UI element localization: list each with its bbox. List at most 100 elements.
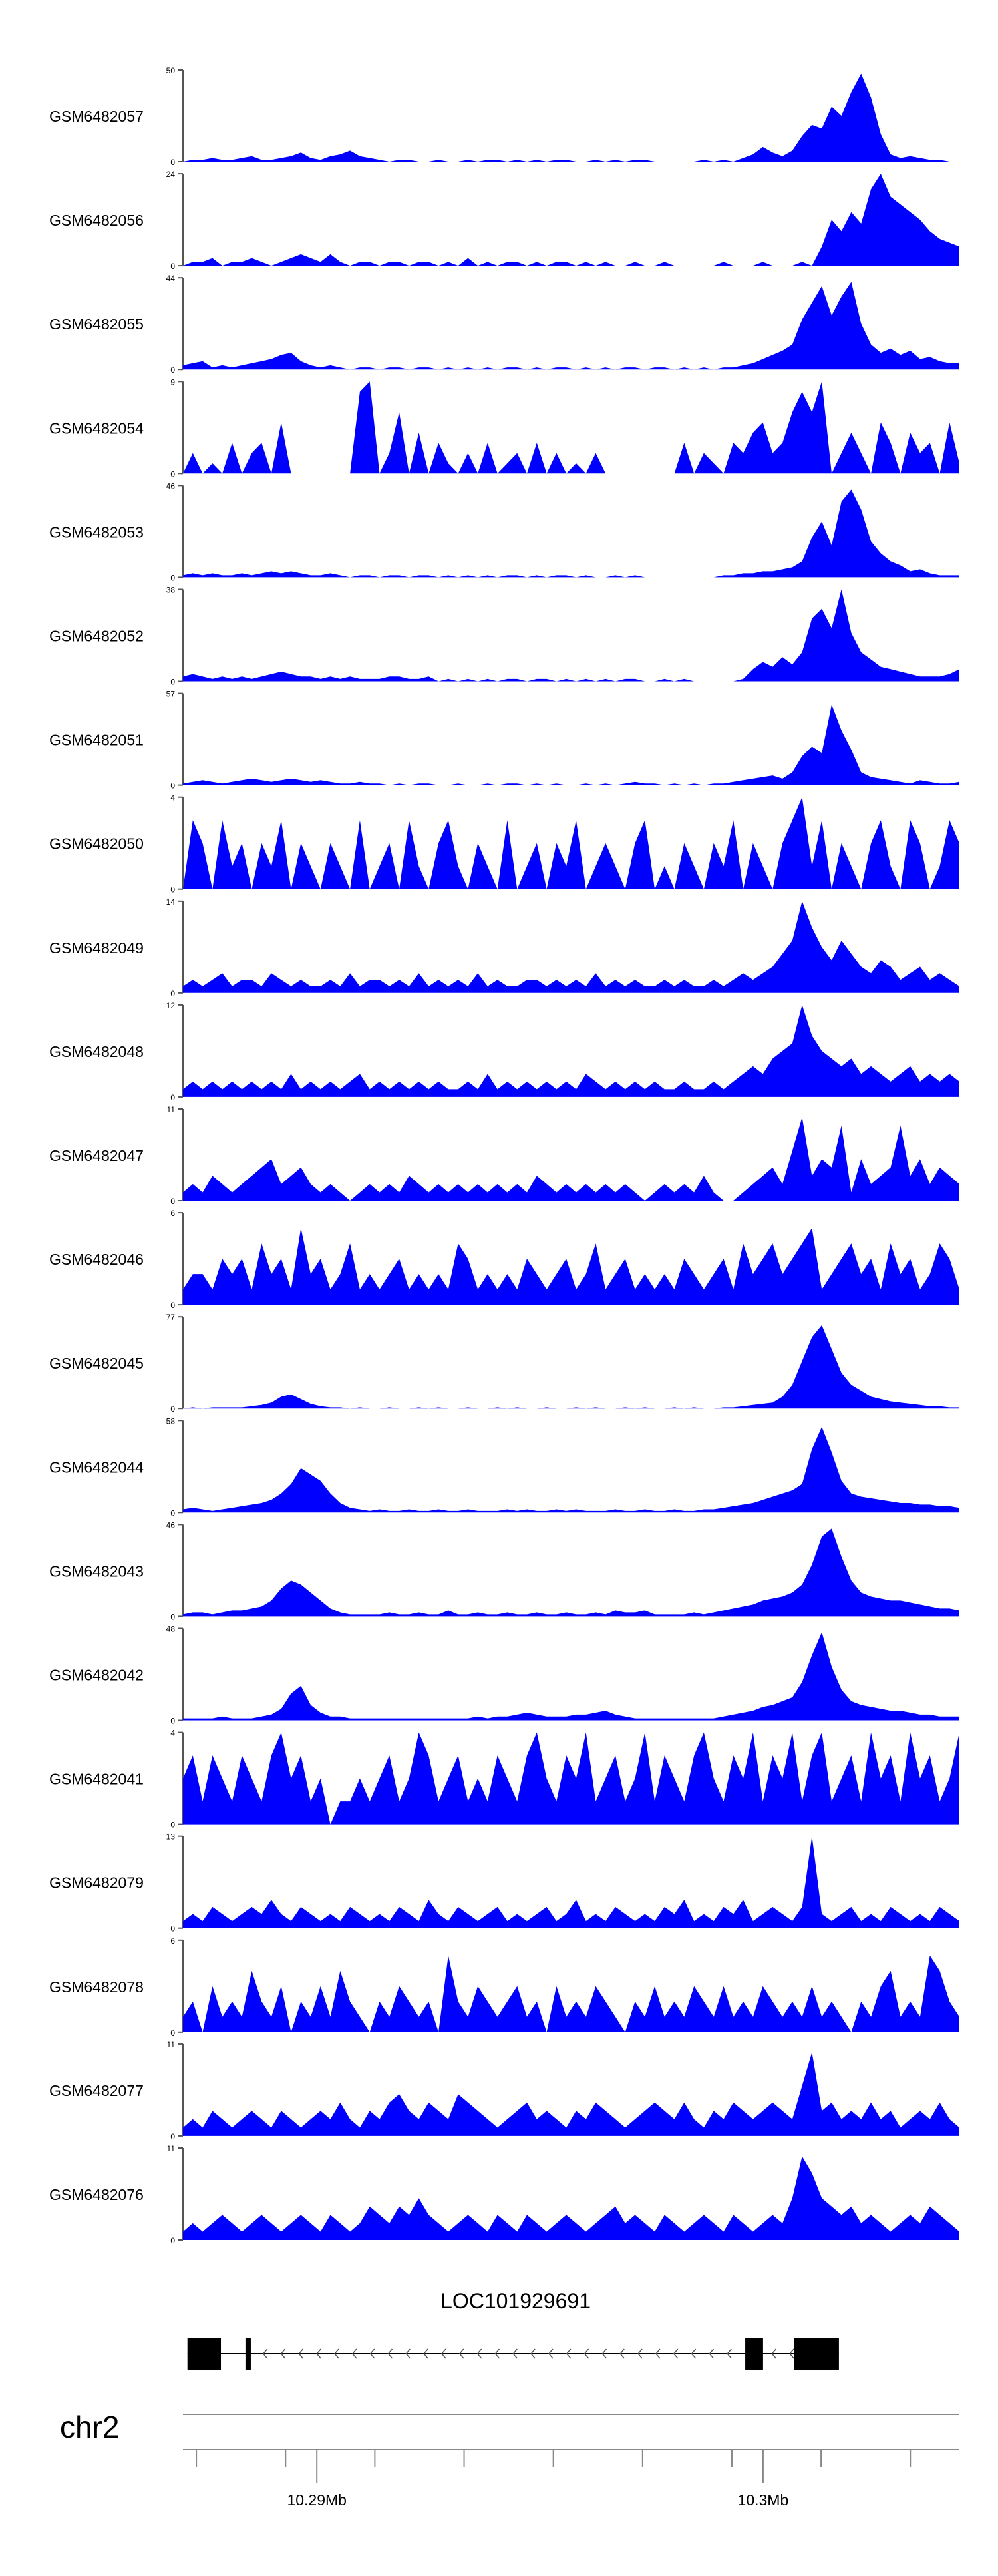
track-GSM6482078: GSM6482078 6 0 (49, 1936, 959, 2038)
y-max-label: 4 (170, 793, 175, 803)
strand-arrow (262, 2348, 268, 2359)
y-min-label: 0 (170, 678, 175, 687)
track-label: GSM6482056 (49, 212, 144, 229)
track-GSM6482053: GSM6482053 46 0 (49, 481, 959, 582)
track-GSM6482048: GSM6482048 12 0 (49, 1001, 959, 1102)
y-max-label: 13 (166, 1832, 176, 1842)
strand-arrow (476, 2348, 482, 2359)
track-GSM6482049: GSM6482049 14 0 (49, 897, 959, 998)
strand-arrow (280, 2348, 286, 2359)
y-min-label: 0 (170, 2236, 175, 2245)
strand-arrow (369, 2348, 375, 2359)
y-max-label: 46 (166, 481, 176, 491)
y-max-label: 77 (166, 1313, 176, 1322)
y-min-label: 0 (170, 469, 175, 479)
coverage-area (183, 381, 959, 474)
y-max-label: 50 (166, 66, 176, 75)
track-label: GSM6482076 (49, 2186, 144, 2203)
coverage-area (183, 1325, 959, 1409)
strand-arrow (316, 2348, 321, 2359)
track-GSM6482077: GSM6482077 11 0 (49, 2040, 959, 2141)
gene-name-label: LOC101929691 (440, 2289, 591, 2313)
y-min-label: 0 (170, 365, 175, 375)
track-label: GSM6482047 (49, 1147, 144, 1164)
coverage-area (183, 797, 959, 889)
strand-arrow (691, 2348, 697, 2359)
strand-arrow (601, 2348, 607, 2359)
track-GSM6482045: GSM6482045 77 0 (49, 1313, 959, 1414)
strand-arrow (423, 2348, 428, 2359)
coverage-area (183, 1426, 959, 1513)
strand-arrow (458, 2348, 464, 2359)
track-label: GSM6482054 (49, 419, 144, 437)
y-min-label: 0 (170, 1924, 175, 1934)
strand-arrow (655, 2348, 661, 2359)
y-max-label: 9 (170, 377, 175, 387)
y-min-label: 0 (170, 1197, 175, 1206)
y-max-label: 58 (166, 1416, 176, 1426)
coverage-area (183, 174, 959, 266)
track-label: GSM6482044 (49, 1458, 144, 1476)
track-GSM6482079: GSM6482079 13 0 (49, 1832, 959, 1934)
y-min-label: 0 (170, 2132, 175, 2141)
track-GSM6482055: GSM6482055 44 0 (49, 274, 959, 375)
genome-axis: chr2 10.29Mb 10.3Mb (60, 2410, 959, 2509)
y-min-label: 0 (170, 989, 175, 998)
track-label: GSM6482078 (49, 1978, 144, 1996)
track-GSM6482054: GSM6482054 9 0 (49, 377, 959, 479)
y-max-label: 11 (167, 2040, 176, 2049)
y-min-label: 0 (170, 1301, 175, 1310)
track-label: GSM6482042 (49, 1667, 144, 1684)
track-GSM6482052: GSM6482052 38 0 (49, 586, 959, 687)
coverage-area (183, 704, 959, 785)
track-label: GSM6482045 (49, 1355, 144, 1372)
strand-arrow (566, 2348, 572, 2359)
coverage-area (183, 1955, 959, 2032)
y-max-label: 46 (166, 1520, 176, 1530)
coverage-area (183, 1732, 959, 1825)
coverage-area (183, 1004, 959, 1097)
track-label: GSM6482052 (49, 628, 144, 645)
coverage-area (183, 73, 959, 162)
strand-arrow (727, 2348, 732, 2359)
strand-arrow (494, 2348, 500, 2359)
coverage-area (183, 489, 959, 578)
track-label: GSM6482043 (49, 1562, 144, 1580)
strand-arrow (619, 2348, 625, 2359)
y-min-label: 0 (170, 781, 175, 791)
y-min-label: 0 (170, 1404, 175, 1414)
strand-arrow (583, 2348, 589, 2359)
axis-tick-label: 10.3Mb (738, 2491, 789, 2509)
y-max-label: 57 (166, 690, 176, 699)
track-label: GSM6482053 (49, 523, 144, 540)
coverage-area (183, 901, 959, 993)
y-min-label: 0 (170, 262, 175, 271)
track-GSM6482057: GSM6482057 50 0 (49, 66, 959, 167)
exon-block (794, 2338, 839, 2370)
y-max-label: 48 (166, 1625, 176, 1634)
strand-arrow (387, 2348, 393, 2359)
track-GSM6482047: GSM6482047 11 0 (49, 1105, 959, 1206)
track-label: GSM6482050 (49, 835, 144, 853)
track-label: GSM6482079 (49, 1874, 144, 1892)
y-min-label: 0 (170, 1717, 175, 1726)
y-min-label: 0 (170, 1612, 175, 1621)
strand-arrow (405, 2348, 411, 2359)
track-GSM6482046: GSM6482046 6 0 (49, 1209, 959, 1310)
track-label: GSM6482077 (49, 2082, 144, 2099)
track-GSM6482076: GSM6482076 11 0 (49, 2144, 959, 2245)
exon-block (187, 2338, 222, 2370)
axis-tick-label: 10.29Mb (287, 2491, 347, 2509)
track-label: GSM6482055 (49, 316, 144, 333)
strand-arrow (351, 2348, 357, 2359)
coverage-area (183, 589, 959, 682)
strand-arrow (512, 2348, 518, 2359)
chromosome-label: chr2 (60, 2410, 119, 2444)
track-label: GSM6482049 (49, 939, 144, 957)
strand-arrow (441, 2348, 446, 2359)
y-min-label: 0 (170, 158, 175, 167)
coverage-tracks: GSM6482057500GSM6482056240GSM6482055440G… (49, 66, 959, 2245)
strand-arrow (334, 2348, 339, 2359)
track-GSM6482042: GSM6482042 48 0 (49, 1625, 959, 1726)
strand-arrow (709, 2348, 714, 2359)
